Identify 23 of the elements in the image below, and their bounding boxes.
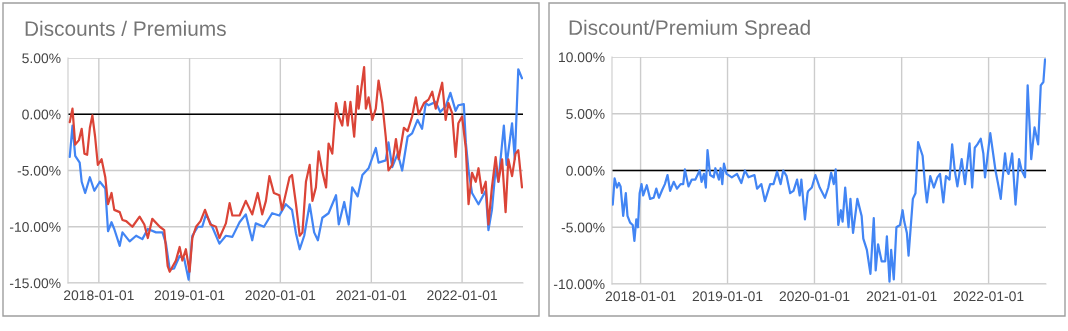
y-tick-label: 0.00% [566, 165, 605, 176]
x-tick-label: 2022-01-01 [427, 290, 497, 301]
y-tick-label: -10.00% [9, 222, 61, 232]
x-tick-label: 2022-01-01 [953, 291, 1024, 302]
x-tick-label: 2019-01-01 [692, 291, 763, 302]
y-tick-label: 5.00% [22, 53, 61, 64]
y-tick-label: 10.00% [559, 52, 605, 63]
y-tick-label: -15.00% [9, 278, 61, 289]
y-tick-label: 5.00% [566, 109, 605, 119]
y-tick-label: 0.00% [22, 109, 61, 120]
y-tick-label: -5.00% [561, 222, 605, 233]
x-tick-label: 2021-01-01 [866, 291, 937, 302]
x-tick-label: 2018-01-01 [605, 291, 676, 302]
x-tick-label: 2020-01-01 [245, 290, 316, 301]
x-tick-label: 2020-01-01 [779, 291, 850, 302]
y-tick-label: -5.00% [17, 165, 61, 176]
chart-title: Discount/Premium Spread [569, 19, 810, 40]
line-series [612, 58, 1046, 283]
y-tick-label: -10.00% [553, 279, 605, 290]
chart-title: Discounts / Premiums [25, 20, 226, 36]
x-tick-label: 2018-01-01 [64, 290, 134, 301]
x-tick-label: 2019-01-01 [154, 290, 225, 301]
x-tick-label: 2021-01-01 [336, 290, 407, 301]
